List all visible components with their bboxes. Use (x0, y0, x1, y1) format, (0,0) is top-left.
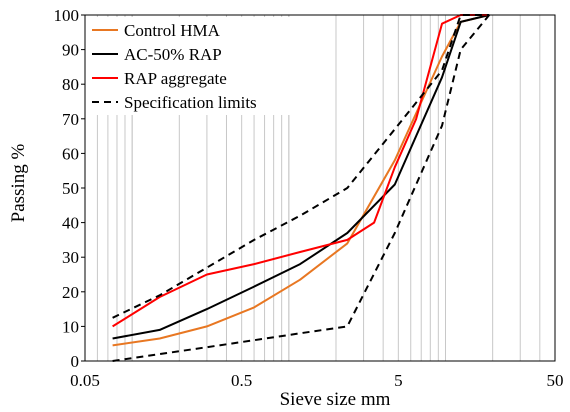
y-tick-label: 50 (62, 179, 79, 198)
y-tick-labels: 0 10 20 30 40 50 60 70 80 90 100 (54, 6, 85, 371)
y-tick-label: 60 (62, 144, 79, 163)
x-tick-label: 5 (394, 371, 403, 390)
series-lines (112, 14, 490, 362)
legend-background (88, 17, 293, 115)
series-line (112, 14, 490, 340)
y-tick-label: 90 (62, 41, 79, 60)
series-line (112, 14, 490, 362)
x-tick-label: 50 (547, 371, 564, 390)
legend-label: Control HMA (124, 21, 221, 40)
x-axis-title: Sieve size mm (280, 389, 391, 410)
y-axis-title: Passing % (8, 144, 29, 223)
y-tick-label: 100 (54, 6, 80, 25)
series-line (112, 14, 490, 328)
y-tick-label: 40 (62, 214, 79, 233)
legend-label: AC-50% RAP (124, 45, 222, 64)
series-line (112, 14, 490, 319)
y-tick-label: 80 (62, 75, 79, 94)
legend: Control HMA AC-50% RAP RAP aggregate Specif… (88, 17, 293, 115)
y-tick-label: 10 (62, 317, 79, 336)
x-tick-label: 0.05 (70, 371, 100, 390)
legend-label: Specification limits (124, 93, 257, 112)
legend-label: RAP aggregate (124, 69, 227, 88)
y-tick-label: 0 (71, 352, 80, 371)
y-tick-label: 30 (62, 248, 79, 267)
y-tick-label: 20 (62, 283, 79, 302)
x-tick-labels: 0.05 0.5 5 50 (70, 371, 563, 390)
series-line (112, 14, 490, 347)
y-tick-label: 70 (62, 110, 79, 129)
x-tick-label: 0.5 (231, 371, 252, 390)
